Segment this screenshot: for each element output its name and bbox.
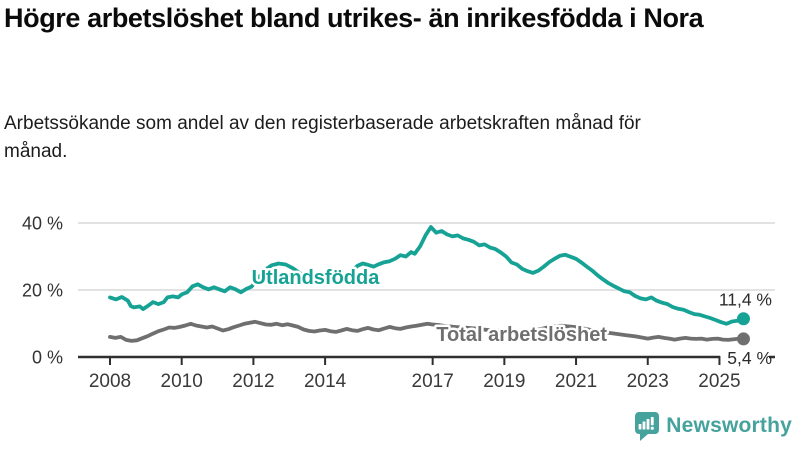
x-tick-label: 2025 xyxy=(698,371,740,392)
line-chart-canvas: 0 % 20 % 40 % Utlandsfödda Total arbetslöshe… xyxy=(22,214,775,392)
series-line-total-arbetsl-shet xyxy=(108,319,746,343)
line-chart: 0 % 20 % 40 % Utlandsfödda Total arbetslöshe… xyxy=(0,190,800,402)
y-tick-label: 20 % xyxy=(22,281,63,301)
x-tick-label: 2023 xyxy=(627,371,669,392)
series-line-utlandsf-dda xyxy=(108,225,746,326)
brand-name: Newsworthy xyxy=(666,414,792,437)
x-tick-label: 2012 xyxy=(232,371,274,392)
end-label-backing xyxy=(720,349,769,367)
x-tick-label: 2019 xyxy=(483,371,525,392)
chart-subtitle: Arbetssökande som andel av den registerb… xyxy=(4,113,641,162)
x-tick-label: 2010 xyxy=(161,371,203,392)
y-tick-label: 0 % xyxy=(32,348,63,368)
chart-title: Högre arbetslöshet bland utrikes- än inr… xyxy=(4,3,704,33)
series-end-dot xyxy=(736,332,750,346)
series-end-dot xyxy=(736,312,750,326)
series-end-value: 5,4 % xyxy=(727,348,772,368)
x-tick-label: 2008 xyxy=(89,371,131,392)
newsworthy-chart-bubble-icon xyxy=(635,412,660,441)
series-label: Utlandsfödda xyxy=(252,267,381,289)
brand-footer: Newsworthy xyxy=(633,411,792,441)
series-label: Total arbetslöshet xyxy=(436,324,607,346)
x-tick-label: 2014 xyxy=(304,371,347,392)
series-end-value: 11,4 % xyxy=(719,289,772,309)
x-tick-label: 2021 xyxy=(555,371,597,392)
y-tick-label: 40 % xyxy=(22,214,63,234)
x-tick-label: 2017 xyxy=(412,371,454,392)
